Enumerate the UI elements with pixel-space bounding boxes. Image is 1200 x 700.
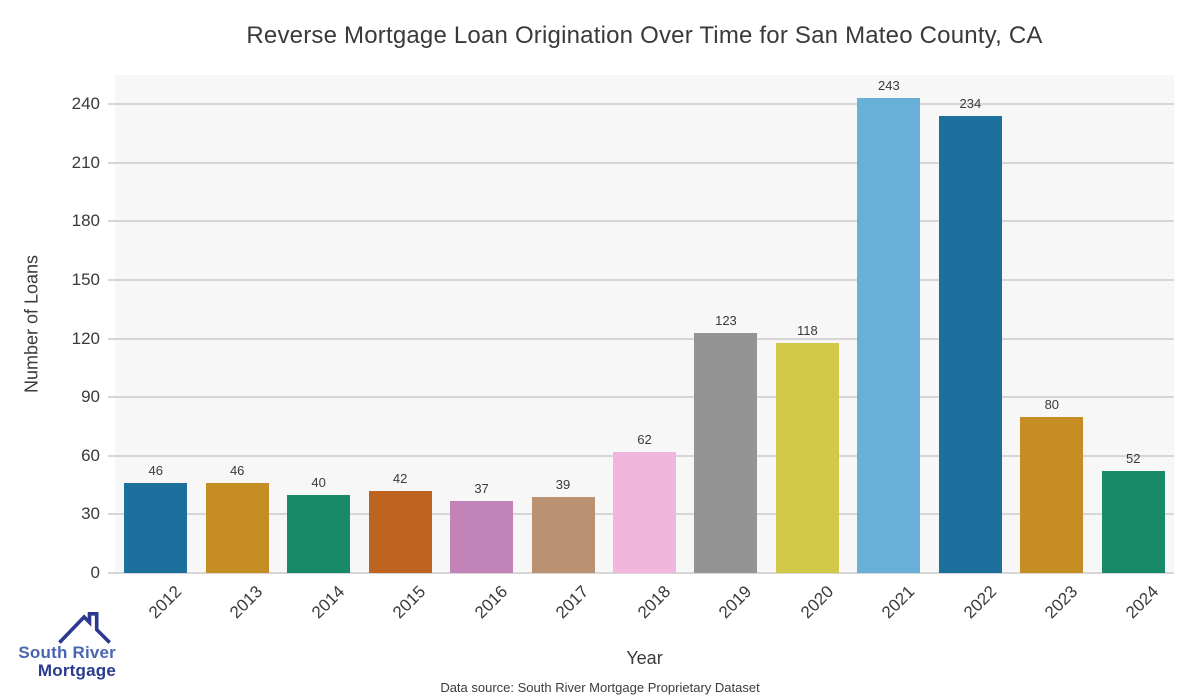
logo-text-line1: South River (18, 643, 116, 662)
bar-value-label-2015: 42 (392, 470, 408, 486)
bar-2020 (775, 342, 839, 573)
x-tick-label-2013: 2013 (226, 582, 267, 623)
y-tick-label-180: 180 (71, 211, 100, 231)
y-tick-mark (108, 279, 115, 282)
bar-value-label-2019: 123 (715, 312, 737, 328)
bar-value-label-2014: 40 (311, 474, 326, 490)
x-tick-label-2014: 2014 (307, 582, 349, 623)
gridline-y-240 (115, 103, 1174, 106)
gridline-y-120 (115, 337, 1174, 340)
data-source-note: Data source: South River Mortgage Propri… (440, 680, 760, 695)
bar-value-label-2016: 37 (474, 480, 489, 496)
plot-area: 46 2012 46 2013 40 2014 42 2015 37 2016 39 2017 62 20… (108, 75, 1174, 622)
y-tick-label-120: 120 (71, 328, 100, 348)
gridline-y-180 (115, 220, 1174, 223)
bar-value-label-2021: 243 (878, 78, 900, 94)
logo-text-line2: Mortgage (37, 661, 116, 680)
bar-value-label-2017: 39 (555, 476, 571, 492)
house-roof-icon (58, 612, 111, 644)
x-tick-label-2024: 2024 (1122, 582, 1163, 623)
x-tick-label-2017: 2017 (552, 582, 593, 623)
x-tick-label-2020: 2020 (796, 582, 837, 623)
gridline-y-210 (115, 161, 1174, 164)
x-tick-label-2018: 2018 (633, 582, 674, 623)
gridline-y-150 (115, 279, 1174, 282)
gridline-y-0 (115, 572, 1174, 574)
y-tick-label-90: 90 (81, 387, 100, 407)
x-tick-label-2015: 2015 (389, 582, 430, 623)
bar-2014 (287, 494, 351, 573)
y-tick-label-0: 0 (90, 563, 100, 582)
gridline-y-90 (115, 396, 1174, 399)
bar-2022 (938, 116, 1002, 573)
y-tick-mark (108, 161, 115, 164)
y-tick-label-60: 60 (81, 445, 100, 465)
x-tick-label-2022: 2022 (959, 582, 1000, 623)
y-tick-mark (108, 454, 115, 457)
bar-value-label-2020: 118 (797, 322, 818, 338)
bar-2012 (124, 483, 188, 573)
chart-title: Reverse Mortgage Loan Origination Over T… (246, 22, 1043, 49)
bar-value-label-2024: 52 (1126, 451, 1141, 467)
x-axis-title: Year (626, 648, 663, 668)
bar-value-label-2013: 46 (229, 463, 245, 479)
y-tick-mark (108, 103, 115, 106)
bar-2016 (450, 500, 514, 573)
bar-2013 (205, 483, 269, 573)
bar-2018 (613, 451, 676, 573)
y-tick-label-210: 210 (71, 152, 100, 172)
bar-2015 (368, 490, 432, 573)
bar-value-label-2023: 80 (1044, 396, 1060, 412)
bar-2017 (531, 496, 595, 573)
y-tick-mark (108, 220, 115, 223)
bar-2021 (857, 98, 921, 573)
y-tick-label-150: 150 (71, 270, 100, 290)
bar-2023 (1020, 416, 1084, 573)
bar-value-label-2022: 234 (959, 96, 982, 112)
bar-2019 (694, 332, 758, 573)
y-tick-mark (108, 513, 115, 516)
bar-value-label-2012: 46 (148, 463, 163, 479)
y-tick-label-240: 240 (71, 94, 100, 114)
y-tick-mark (108, 337, 115, 340)
x-tick-label-2016: 2016 (470, 582, 512, 623)
y-tick-mark (108, 572, 115, 574)
x-tick-label-2021: 2021 (878, 582, 919, 623)
y-tick-label-30: 30 (81, 504, 100, 524)
y-tick-mark (108, 396, 115, 399)
x-tick-label-2012: 2012 (144, 582, 186, 623)
x-tick-label-2019: 2019 (715, 582, 756, 623)
bar-2024 (1101, 471, 1165, 573)
bar-value-label-2018: 62 (637, 431, 652, 447)
x-tick-label-2023: 2023 (1041, 582, 1082, 623)
company-logo: South River Mortgage (18, 608, 116, 680)
